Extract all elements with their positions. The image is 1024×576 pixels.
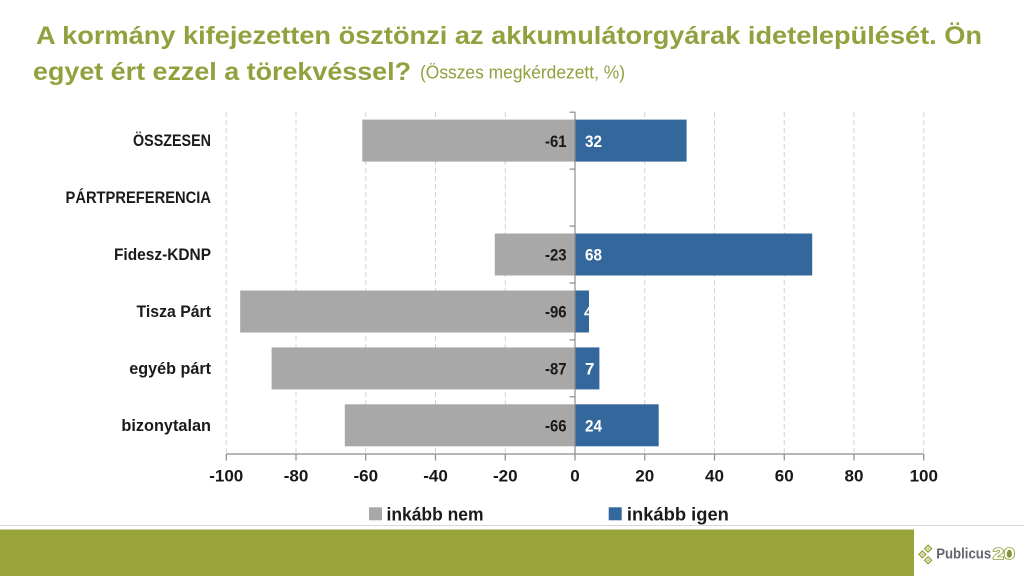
svg-text:100: 100 <box>910 467 938 486</box>
svg-text:-60: -60 <box>353 467 378 486</box>
svg-text:Publicus: Publicus <box>936 547 991 563</box>
svg-text:-96: -96 <box>545 303 567 322</box>
svg-text:(Összes megkérdezett, %): (Összes megkérdezett, %) <box>420 62 625 83</box>
svg-text:-66: -66 <box>545 417 567 436</box>
svg-text:bizonytalan: bizonytalan <box>121 416 211 435</box>
svg-text:60: 60 <box>775 467 794 486</box>
svg-text:egyet ért ezzel a törekvéssel?: egyet ért ezzel a törekvéssel? <box>33 58 411 86</box>
svg-text:20: 20 <box>635 467 654 486</box>
svg-text:inkább nem: inkább nem <box>387 505 484 525</box>
svg-text:80: 80 <box>845 467 864 486</box>
svg-text:egyéb párt: egyéb párt <box>129 359 211 378</box>
svg-text:-100: -100 <box>209 467 243 486</box>
svg-text:-61: -61 <box>545 132 567 151</box>
svg-text:-87: -87 <box>545 360 567 379</box>
svg-text:24: 24 <box>585 417 602 436</box>
svg-text:-23: -23 <box>545 246 567 265</box>
svg-text:Tisza Párt: Tisza Párt <box>137 302 212 321</box>
svg-text:0: 0 <box>570 467 579 486</box>
svg-text:68: 68 <box>585 246 602 265</box>
svg-text:7: 7 <box>585 360 594 379</box>
svg-text:32: 32 <box>585 132 602 151</box>
svg-text:40: 40 <box>705 467 724 486</box>
svg-text:20: 20 <box>993 546 1015 563</box>
svg-text:-20: -20 <box>493 467 518 486</box>
svg-text:A kormány kifejezetten ösztönz: A kormány kifejezetten ösztönzi az akkum… <box>36 21 982 50</box>
svg-text:-40: -40 <box>423 467 448 486</box>
svg-text:4: 4 <box>584 303 594 322</box>
svg-text:-80: -80 <box>284 467 309 486</box>
svg-text:inkább igen: inkább igen <box>627 505 729 525</box>
svg-text:ÖSSZESEN: ÖSSZESEN <box>133 131 211 150</box>
svg-text:Fidesz-KDNP: Fidesz-KDNP <box>114 245 211 264</box>
svg-text:PÁRTPREFERENCIA: PÁRTPREFERENCIA <box>66 188 212 207</box>
